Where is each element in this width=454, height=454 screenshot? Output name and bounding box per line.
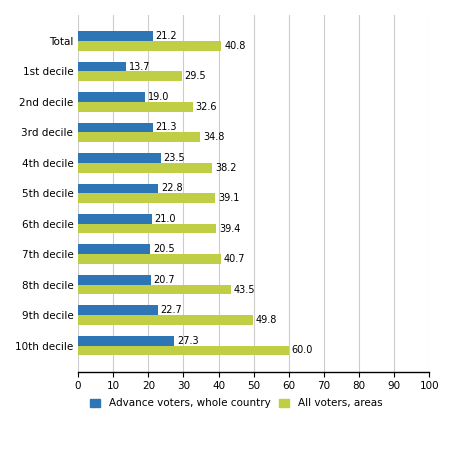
Text: 23.5: 23.5 [163, 153, 185, 163]
Text: 21.0: 21.0 [155, 214, 176, 224]
Bar [78, 285, 231, 294]
Text: 29.5: 29.5 [184, 71, 206, 81]
Text: 39.1: 39.1 [218, 193, 240, 203]
Bar [78, 41, 222, 51]
Bar [78, 315, 253, 325]
Bar [78, 224, 217, 233]
Text: 21.3: 21.3 [156, 123, 177, 133]
Text: 21.2: 21.2 [155, 31, 177, 41]
Bar [78, 306, 158, 315]
Bar [78, 336, 174, 345]
Text: 20.5: 20.5 [153, 244, 174, 254]
Legend: Advance voters, whole country, All voters, areas: Advance voters, whole country, All voter… [86, 395, 386, 413]
Bar [78, 183, 158, 193]
Text: 20.7: 20.7 [153, 275, 175, 285]
Bar [78, 254, 221, 264]
Bar [78, 345, 289, 355]
Bar [78, 214, 152, 224]
Text: 40.8: 40.8 [224, 41, 246, 51]
Text: 49.8: 49.8 [256, 315, 277, 325]
Bar [78, 92, 145, 102]
Text: 60.0: 60.0 [291, 345, 313, 355]
Text: 13.7: 13.7 [129, 62, 151, 72]
Bar [78, 62, 126, 71]
Text: 22.7: 22.7 [161, 305, 183, 315]
Text: 27.3: 27.3 [177, 336, 198, 345]
Text: 19.0: 19.0 [148, 92, 169, 102]
Text: 32.6: 32.6 [195, 102, 217, 112]
Bar [78, 123, 153, 132]
Bar [78, 244, 150, 254]
Text: 34.8: 34.8 [203, 132, 224, 142]
Bar [78, 275, 151, 285]
Text: 22.8: 22.8 [161, 183, 183, 193]
Bar [78, 71, 182, 81]
Text: 40.7: 40.7 [224, 254, 245, 264]
Bar [78, 193, 215, 203]
Text: 39.4: 39.4 [219, 224, 241, 234]
Bar [78, 132, 200, 142]
Text: 43.5: 43.5 [234, 285, 255, 295]
Text: 38.2: 38.2 [215, 163, 237, 173]
Bar [78, 102, 192, 112]
Bar [78, 31, 153, 41]
Bar [78, 153, 161, 163]
Bar [78, 163, 212, 173]
